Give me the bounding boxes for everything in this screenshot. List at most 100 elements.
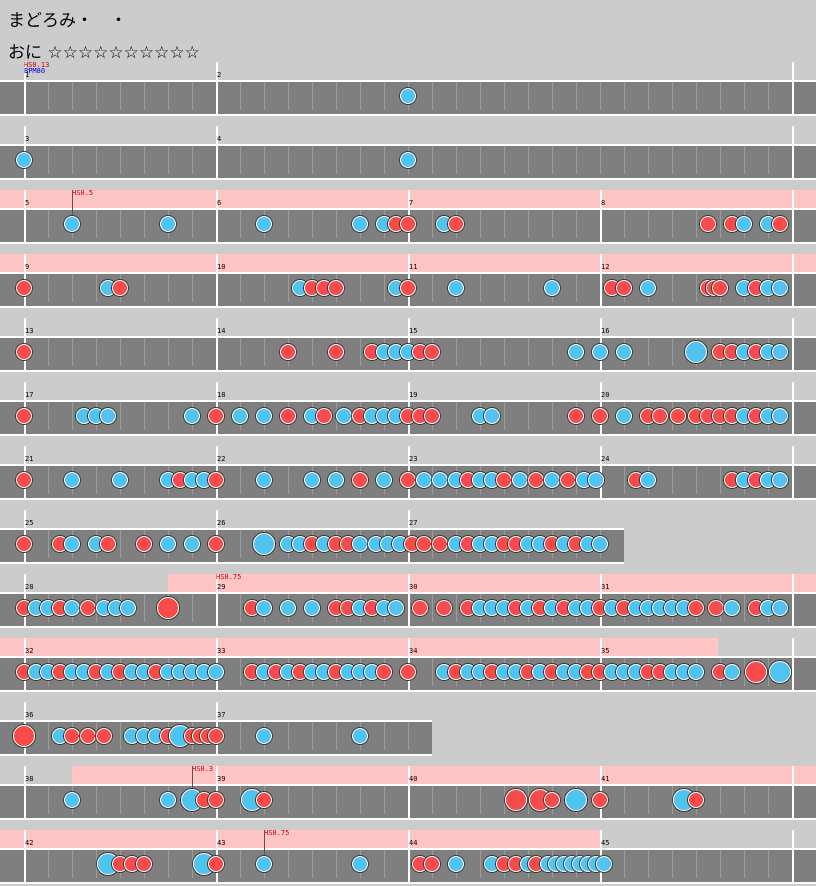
beat-line xyxy=(384,850,385,878)
ka-note xyxy=(772,408,788,424)
bpm-label: BPM80 xyxy=(24,67,46,75)
don-note xyxy=(528,472,544,488)
ka-note xyxy=(304,472,320,488)
measure-bar-line xyxy=(792,254,794,306)
don-note xyxy=(670,408,686,424)
don-note xyxy=(256,792,272,808)
beat-line xyxy=(288,850,289,878)
beat-line xyxy=(480,210,481,238)
don-note xyxy=(208,728,224,744)
beat-line xyxy=(336,722,337,750)
measure-number: 14 xyxy=(217,327,226,335)
ka-note xyxy=(544,472,560,488)
measure-bar-line xyxy=(408,574,410,626)
ka-note xyxy=(304,600,320,616)
measure-number: 15 xyxy=(409,327,418,335)
beat-line xyxy=(624,786,625,814)
beat-line xyxy=(456,82,457,110)
don-note xyxy=(432,536,448,552)
ka-note xyxy=(640,280,656,296)
ka-note xyxy=(352,536,368,552)
beat-line xyxy=(288,274,289,302)
measure-number: 32 xyxy=(25,647,34,655)
beat-line xyxy=(48,82,49,110)
beat-line xyxy=(96,146,97,174)
don-note xyxy=(208,536,224,552)
measure-bar-line xyxy=(792,318,794,370)
don-note xyxy=(700,216,716,232)
measure-number: 31 xyxy=(601,583,610,591)
beat-line xyxy=(48,402,49,430)
beat-line xyxy=(144,402,145,430)
beat-line xyxy=(456,146,457,174)
beat-line xyxy=(768,146,769,174)
beat-line xyxy=(168,338,169,366)
don-note xyxy=(208,792,224,808)
beat-line xyxy=(504,210,505,238)
don-note xyxy=(568,408,584,424)
ka-note xyxy=(160,792,176,808)
measure-number: 21 xyxy=(25,455,34,463)
beat-line xyxy=(96,850,97,878)
measure-bar-line xyxy=(24,62,26,114)
ka-note xyxy=(400,88,416,104)
don-note xyxy=(280,408,296,424)
beat-line xyxy=(576,274,577,302)
don-note xyxy=(136,536,152,552)
big-don-note xyxy=(505,789,527,811)
ka-note xyxy=(596,856,612,872)
ka-note xyxy=(16,152,32,168)
measure-bar-line xyxy=(24,190,26,242)
measure-number: 3 xyxy=(25,135,30,143)
measure-bar-line xyxy=(408,830,410,882)
beat-line xyxy=(336,82,337,110)
beat-line xyxy=(696,146,697,174)
ka-note xyxy=(336,408,352,424)
hs-speed-label: HS0.75 xyxy=(216,573,242,581)
beat-line xyxy=(744,594,745,622)
ka-note xyxy=(772,280,788,296)
beat-line xyxy=(672,82,673,110)
beat-line xyxy=(120,402,121,430)
measure-bar-line xyxy=(216,190,218,242)
ka-note xyxy=(256,408,272,424)
measure-number: 37 xyxy=(217,711,226,719)
beat-line xyxy=(720,786,721,814)
beat-line xyxy=(120,82,121,110)
ka-note xyxy=(280,600,296,616)
beat-line xyxy=(312,82,313,110)
beat-line xyxy=(552,146,553,174)
hs-change-marker xyxy=(264,830,265,864)
measure-bar-line xyxy=(792,574,794,626)
ka-note xyxy=(588,472,604,488)
beat-line xyxy=(48,210,49,238)
beat-line xyxy=(144,338,145,366)
measure-number: 44 xyxy=(409,839,418,847)
ka-note xyxy=(512,472,528,488)
beat-line xyxy=(288,146,289,174)
chart-row: 1 2 HS0.13 BPM80 xyxy=(0,62,816,118)
difficulty-stars: おに ☆☆☆☆☆☆☆☆☆☆ xyxy=(8,43,200,63)
chart-row: 28 29 30 31 HS0.75 xyxy=(0,574,816,630)
measure-number: 19 xyxy=(409,391,418,399)
beat-line xyxy=(168,850,169,878)
don-note xyxy=(592,792,608,808)
beat-line xyxy=(552,338,553,366)
beat-line xyxy=(696,466,697,494)
beat-line xyxy=(96,786,97,814)
beat-line xyxy=(264,338,265,366)
measure-bar-line xyxy=(408,766,410,818)
beat-line xyxy=(288,82,289,110)
beat-line xyxy=(240,722,241,750)
beat-line xyxy=(480,146,481,174)
beat-line xyxy=(528,210,529,238)
beat-line xyxy=(456,594,457,622)
measure-bar-line xyxy=(216,574,218,626)
beat-line xyxy=(144,786,145,814)
measure-number: 40 xyxy=(409,775,418,783)
don-note xyxy=(16,536,32,552)
beat-line xyxy=(576,146,577,174)
measure-bar-line xyxy=(792,62,794,114)
ka-note xyxy=(616,408,632,424)
measure-number: 17 xyxy=(25,391,34,399)
